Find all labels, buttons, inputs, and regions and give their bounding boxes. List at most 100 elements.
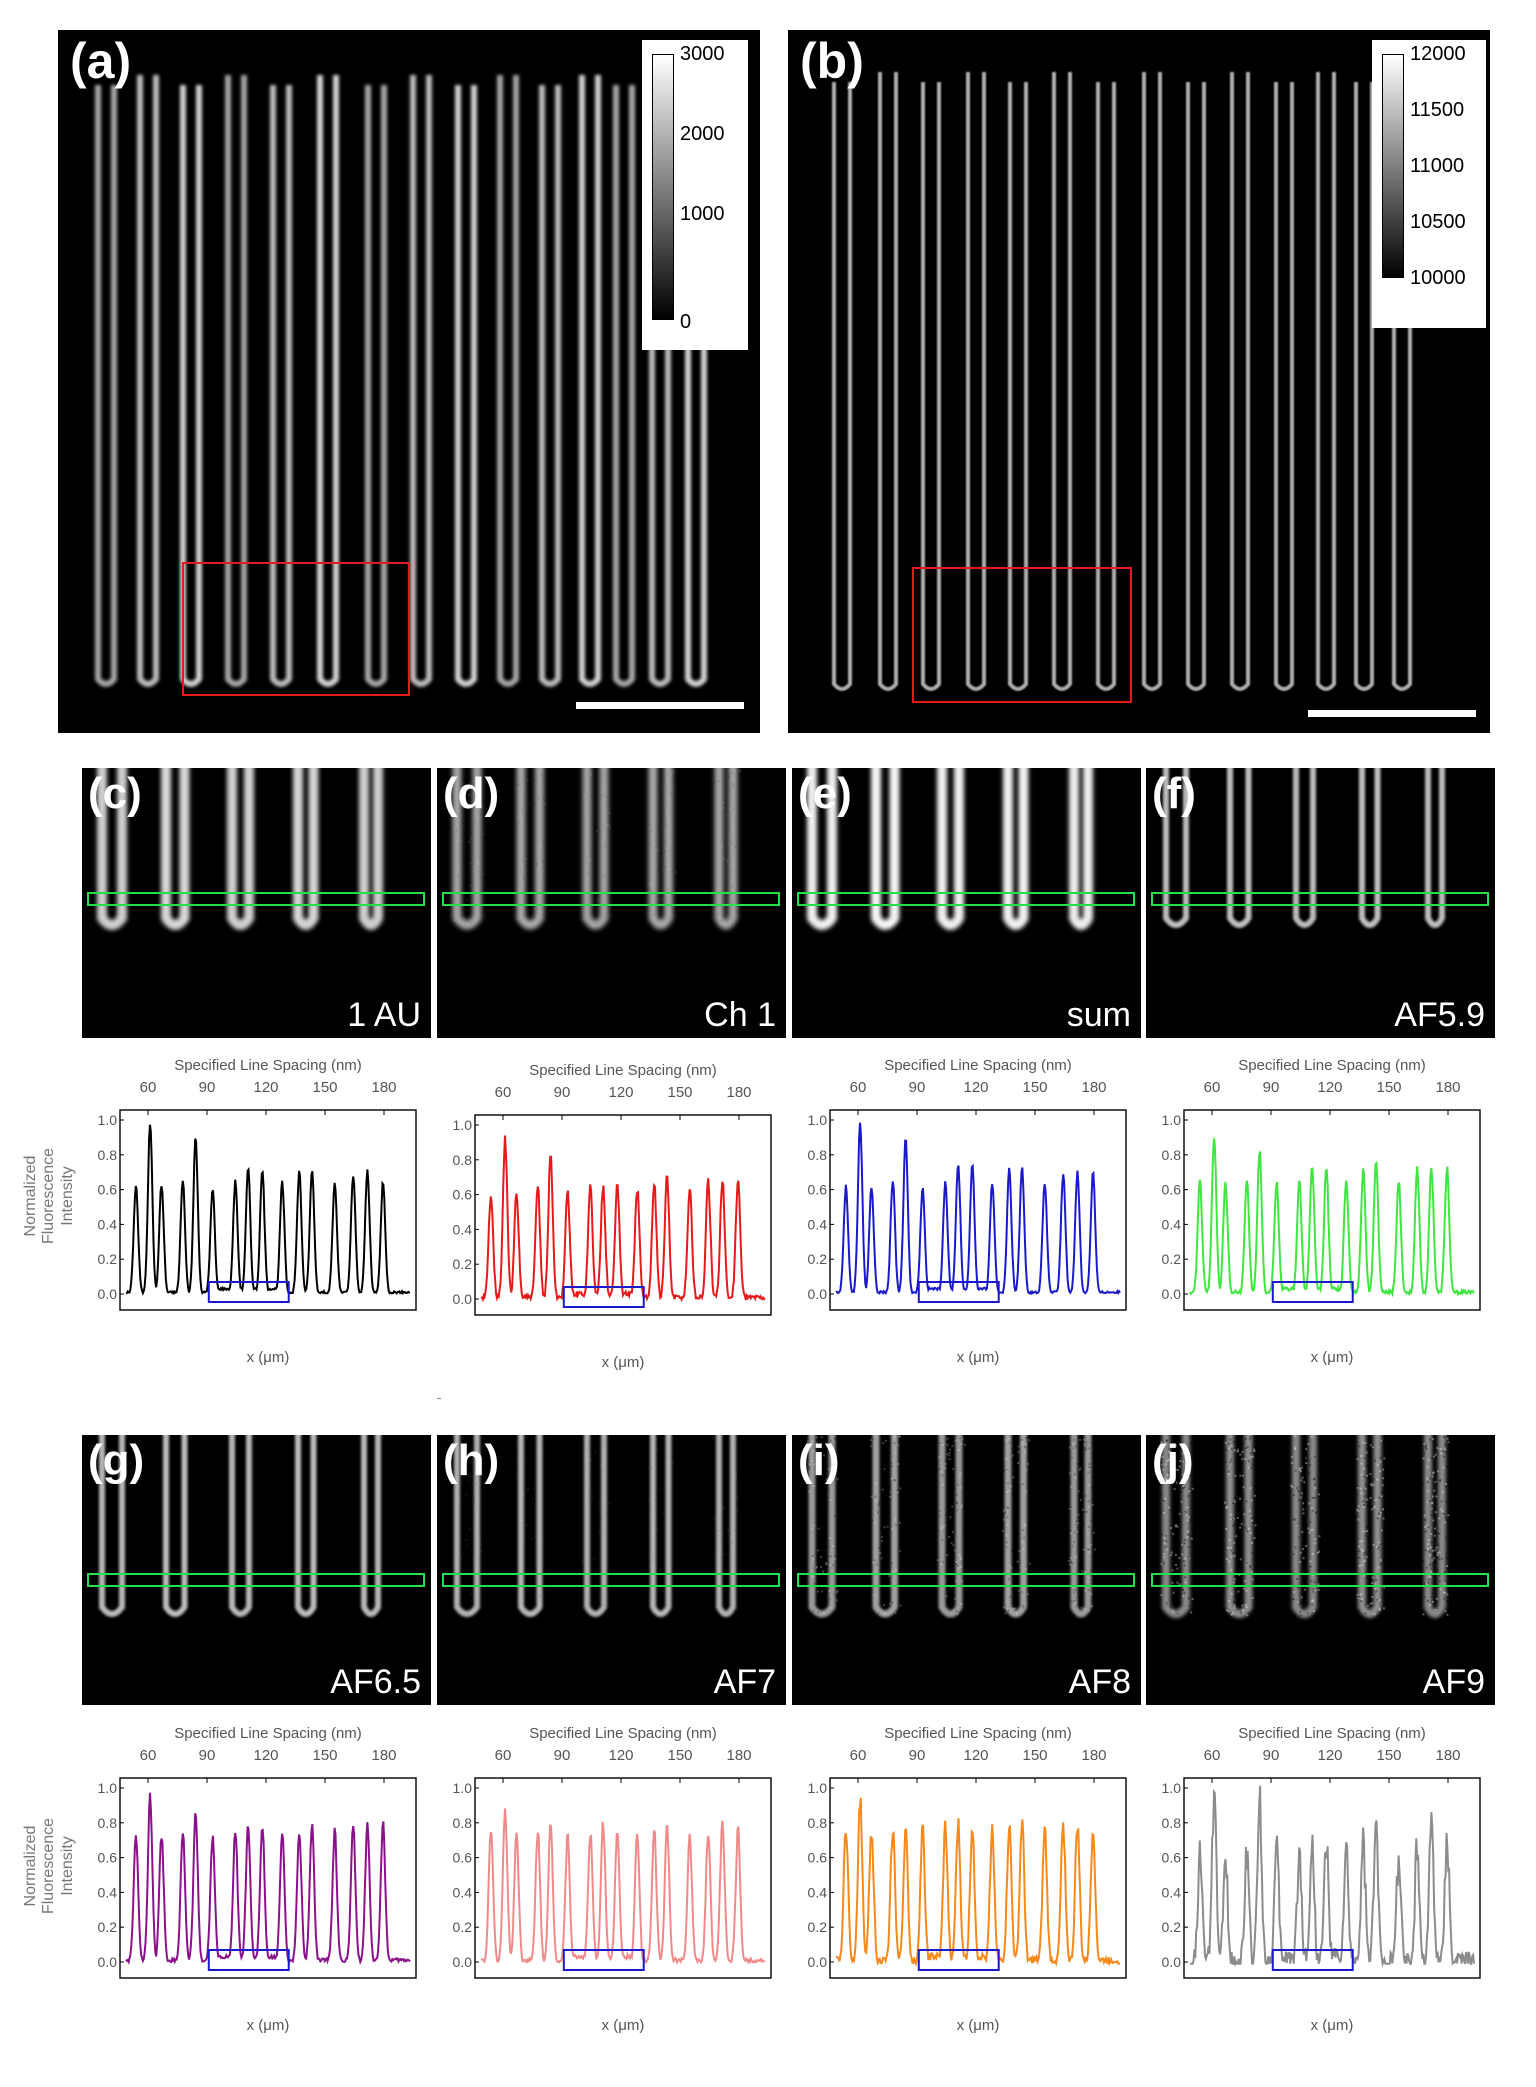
y-tick-label: 0.0 (453, 1291, 473, 1307)
top-tick-label: 120 (963, 1079, 988, 1096)
profile-plot-h: Specified Line Spacing (nm) 60 90 120 150 180… (453, 1725, 772, 2034)
y-tick-label: 0.6 (453, 1187, 473, 1203)
top-tick-label: 180 (1435, 1079, 1460, 1096)
y-tick-label: 0.4 (808, 1884, 828, 1900)
zoom-line-pattern (1162, 1435, 1446, 1618)
highlight-box (207, 1949, 290, 1971)
line-pair (1354, 82, 1374, 691)
top-tick-label: 150 (667, 1747, 692, 1764)
panel-a-roi-box (182, 562, 410, 696)
zoom-panel-c-name: 1 AU (347, 996, 421, 1034)
top-tick-label: 120 (1317, 1079, 1342, 1096)
top-tick-label: 180 (726, 1084, 751, 1101)
panel-b-colorbar: 12000 11500 11000 10500 10000 (1372, 40, 1486, 328)
y-tick-label: 1.0 (98, 1112, 118, 1128)
line-pair (579, 75, 601, 687)
zoom-panel-e-lines (807, 768, 1093, 930)
zoom-panel-i-name: AF8 (1068, 1663, 1131, 1701)
line-pair (832, 82, 852, 691)
top-tick-label: 60 (495, 1747, 512, 1764)
x-axis-label: x (μm) (957, 1349, 1000, 1366)
profile-plot-f: Specified Line Spacing (nm) 60 90 120 150 180… (1162, 1057, 1481, 1366)
panel-b-image: (b) 12000 11500 11000 10500 10000 (788, 30, 1490, 733)
plot-frame (119, 1109, 417, 1311)
y-tick-label: 0.8 (1162, 1815, 1182, 1831)
top-tick-label: 120 (1317, 1747, 1342, 1764)
zoom-panel-d-lines (452, 768, 741, 930)
top-axis-label: Specified Line Spacing (nm) (884, 1725, 1072, 1742)
panel-a-image: (a) 3000 2000 1000 0 (58, 30, 760, 733)
y-tick-label: 1.0 (808, 1780, 828, 1796)
panel-a-colorbar-tick: 2000 (680, 123, 725, 145)
top-tick-label: 150 (312, 1079, 337, 1096)
y-tick-label: 0.8 (808, 1147, 828, 1163)
zoom-panel-f-label: (f) (1152, 769, 1196, 818)
y-tick-label: 0.2 (453, 1919, 473, 1935)
zoom-line-pair (1293, 768, 1316, 928)
top-tick-label: 120 (253, 1747, 278, 1764)
line-pair (539, 85, 561, 687)
y-tick-label: 0.4 (1162, 1216, 1182, 1232)
line-pair (270, 85, 292, 687)
y-tick-label: 0.2 (98, 1919, 118, 1935)
top-axis-label: Specified Line Spacing (nm) (884, 1057, 1072, 1074)
panel-b-colorbar-tick: 10000 (1410, 267, 1466, 289)
zoom-line-pair (582, 768, 609, 930)
highlight-box (207, 1281, 290, 1303)
y-tick-label: 0.2 (98, 1251, 118, 1267)
zoom-line-pattern (99, 1435, 381, 1617)
zoom-panel-h-name: AF7 (713, 1663, 776, 1701)
y-tick-label: 0.2 (1162, 1919, 1182, 1935)
zoom-panel-j-lines (1160, 1435, 1450, 1618)
line-pattern (95, 75, 707, 687)
zoom-line-pair (1227, 768, 1252, 928)
line-pair (1142, 72, 1162, 691)
zoom-panel-f-line-profile-box (1151, 892, 1489, 906)
zoom-panel-g-label: (g) (88, 1436, 145, 1485)
y-tick-label: 0.0 (453, 1954, 473, 1970)
zoom-line-pair (648, 768, 673, 930)
y-tick-label: 1.0 (808, 1112, 828, 1128)
line-pair (1096, 82, 1116, 691)
top-tick-label: 180 (726, 1747, 751, 1764)
top-tick-label: 180 (1081, 1747, 1106, 1764)
y-tick-label: 0.6 (808, 1850, 828, 1866)
zoom-panel-h-lines (454, 1435, 740, 1617)
profile-line (125, 1792, 411, 1965)
line-pair (685, 85, 707, 687)
top-tick-label: 150 (1376, 1747, 1401, 1764)
line-pair (1186, 82, 1206, 691)
y-tick-label: 0.0 (1162, 1954, 1182, 1970)
line-pair (1316, 72, 1336, 691)
zoom-line-pair (714, 768, 738, 930)
zoom-line-pair (1359, 768, 1381, 928)
top-tick-label: 180 (1081, 1079, 1106, 1096)
top-axis-label: Specified Line Spacing (nm) (1238, 1725, 1426, 1742)
zoom-line-pair (454, 1435, 480, 1617)
highlight-box (1271, 1949, 1354, 1971)
top-tick-label: 60 (140, 1079, 157, 1096)
zoom-panel-j-label: (j) (1152, 1436, 1194, 1485)
zoom-panel-j: (j) AF9 (1146, 1435, 1495, 1705)
panel-a-colorbar-gradient (652, 54, 674, 320)
highlight-box (917, 1949, 1000, 1971)
y-tick-label: 1.0 (453, 1117, 473, 1133)
y-tick-label: 0.2 (1162, 1251, 1182, 1267)
zoom-line-pair (938, 1435, 963, 1618)
zoom-panel-c-label: (c) (88, 769, 142, 818)
y-tick-label: 1.0 (453, 1780, 473, 1796)
panel-b-scale-bar (1308, 710, 1476, 717)
top-tick-label: 90 (909, 1079, 926, 1096)
zoom-panel-c-line-profile-box (87, 892, 425, 906)
panel-a-colorbar-tick: 1000 (680, 203, 725, 225)
x-axis-label: x (μm) (247, 1349, 290, 1366)
line-pair (1230, 72, 1250, 691)
y-axis-label-row2: Normalized Fluorescence Intensity (22, 1817, 76, 1915)
profile-line (1189, 1138, 1475, 1298)
zoom-panel-i-lines (806, 1435, 1096, 1618)
noise-speckle (454, 1435, 740, 1615)
plot-frame (829, 1777, 1127, 1979)
profile-line (480, 1808, 766, 1966)
zoom-line-pair (163, 1435, 188, 1617)
zoom-line-pair (937, 768, 964, 930)
